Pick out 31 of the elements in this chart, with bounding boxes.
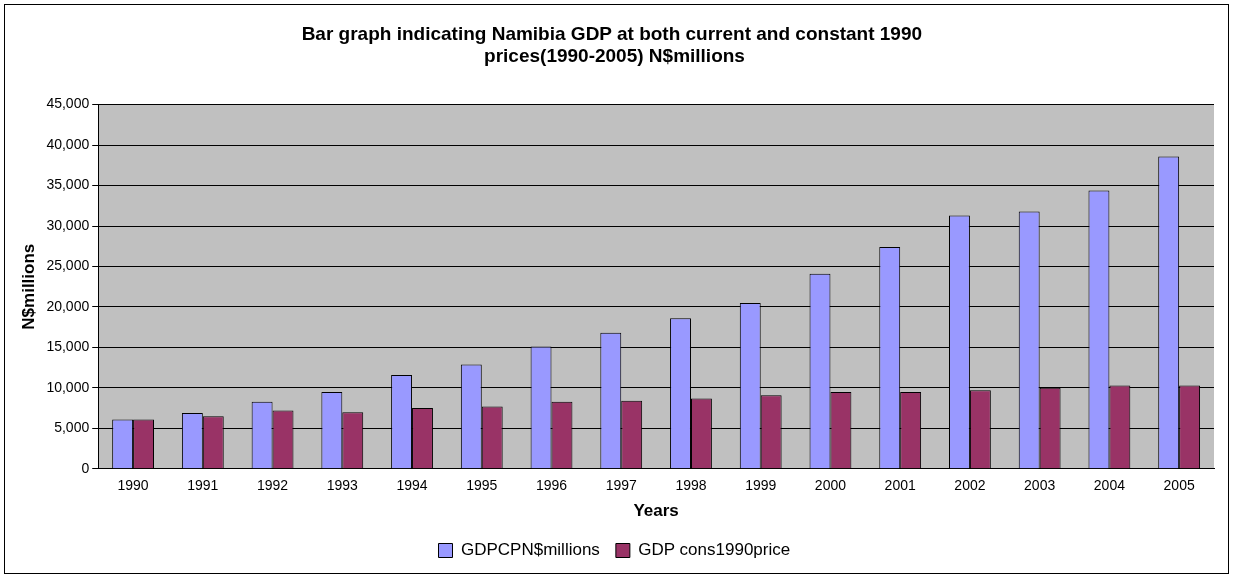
x-tick-label: 2000 (814, 477, 847, 494)
x-tick-label: 2003 (1024, 477, 1056, 494)
y-axis-title: N$millions (18, 243, 38, 330)
x-tick-label: 2005 (1163, 477, 1195, 494)
x-tick-label: 1999 (745, 477, 777, 494)
x-axis-title: Years (633, 501, 679, 521)
y-tick-label: 40,000 (46, 135, 90, 152)
y-tick-label: 30,000 (46, 216, 90, 233)
x-tick-label: 2004 (1093, 477, 1126, 494)
x-tick-label: 1993 (326, 477, 359, 494)
y-tick-label: 25,000 (46, 257, 90, 274)
y-tick-label: 15,000 (46, 338, 90, 355)
x-tick-label: 2001 (884, 477, 916, 494)
x-tick-label: 1995 (466, 477, 498, 494)
x-tick-label: 1997 (605, 477, 638, 494)
x-tick-label: 1994 (396, 477, 428, 494)
x-tick-label: 1992 (256, 477, 289, 494)
x-tick-label: 1996 (535, 477, 568, 494)
x-tick-label: 1990 (117, 477, 149, 494)
legend-label: GDP cons1990price (638, 540, 791, 560)
y-tick-label: 20,000 (46, 297, 90, 314)
x-tick-label: 1998 (675, 477, 707, 494)
legend-label: GDPCPN$millions (461, 540, 600, 560)
y-tick-label: 10,000 (46, 378, 90, 395)
y-tick-label: 0 (81, 459, 90, 476)
x-tick-label: 1991 (187, 477, 219, 494)
y-tick-label: 5,000 (54, 419, 90, 436)
y-tick-label: 45,000 (46, 95, 90, 112)
chart-title: Bar graph indicating Namibia GDP at both current and constant 1990 prices(1990-2005) N$millions (301, 22, 928, 67)
x-tick-label: 2002 (954, 477, 986, 494)
y-tick-label: 35,000 (46, 176, 90, 193)
